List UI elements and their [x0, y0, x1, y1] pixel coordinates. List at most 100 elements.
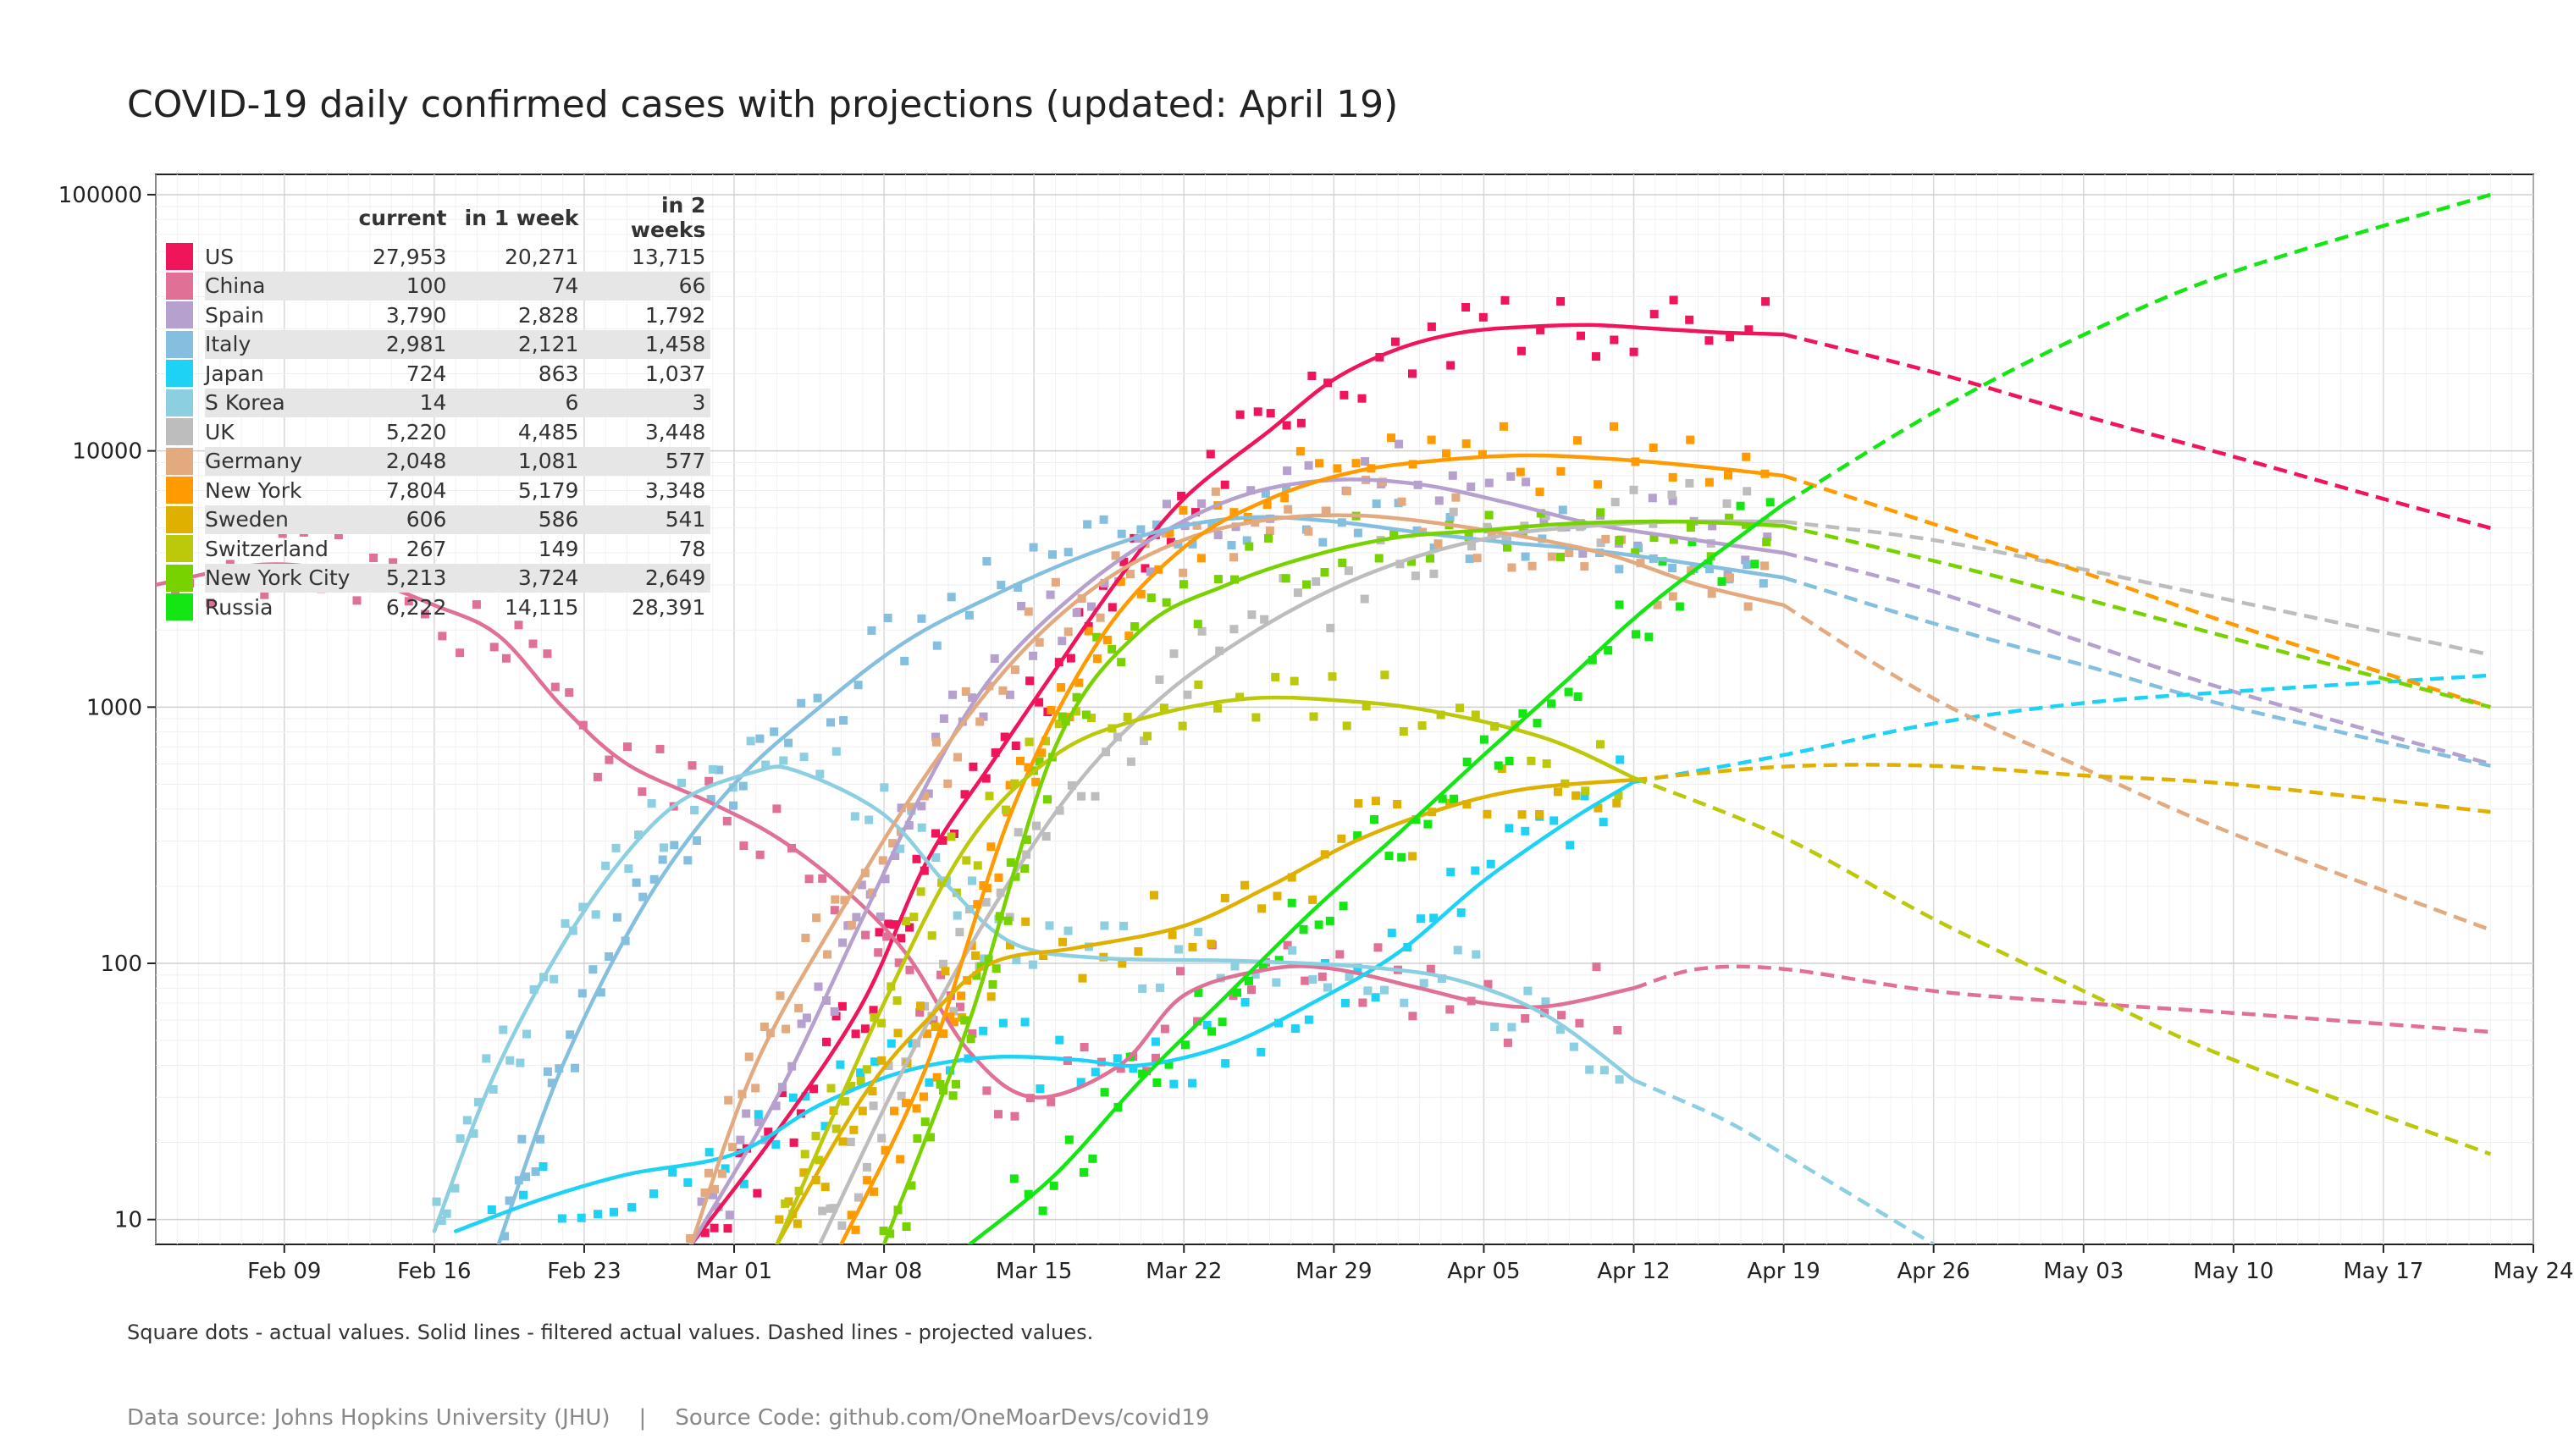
actual-dot — [1265, 526, 1274, 535]
actual-dot — [1736, 501, 1745, 510]
actual-dot — [1151, 1037, 1160, 1046]
actual-dot — [1174, 945, 1184, 954]
actual-dot — [550, 682, 560, 692]
actual-dot — [627, 1203, 637, 1212]
actual-dot — [1302, 580, 1312, 589]
actual-dot — [1380, 670, 1389, 680]
legend-rows: US 27,953 20,271 13,715 China 100 74 66 Spain 3,7… — [166, 242, 711, 622]
legend-swatch-color — [166, 418, 193, 446]
actual-dot — [1207, 520, 1217, 529]
legend-week1: 4,485 — [517, 419, 579, 444]
actual-dot — [1047, 1097, 1056, 1106]
legend-current: 606 — [355, 505, 452, 534]
actual-dot — [879, 1227, 888, 1235]
legend-row: UK 5,220 4,485 3,448 — [166, 417, 710, 447]
actual-dot — [1247, 610, 1257, 620]
actual-dot — [1295, 447, 1305, 456]
actual-dot — [1565, 549, 1574, 558]
actual-dot — [1446, 868, 1455, 877]
actual-dot — [1063, 627, 1073, 637]
actual-dot — [1271, 672, 1280, 681]
actual-dot — [1155, 675, 1164, 684]
actual-dot — [1049, 1181, 1058, 1190]
actual-dot — [1427, 322, 1436, 331]
actual-dot — [1160, 1024, 1169, 1034]
actual-dot — [1257, 1047, 1266, 1056]
legend-current: 7,804 — [385, 477, 447, 503]
actual-dot — [968, 1029, 977, 1038]
actual-dot — [975, 717, 985, 726]
actual-dot — [1136, 589, 1146, 598]
actual-dot — [788, 1093, 798, 1102]
actual-dot — [888, 839, 898, 848]
actual-dot — [997, 581, 1006, 590]
x-tick-label: Apr 26 — [1897, 1259, 1970, 1284]
actual-dot — [578, 902, 588, 912]
actual-dot — [1763, 532, 1772, 542]
actual-dot — [704, 1168, 713, 1177]
actual-dot — [1361, 457, 1370, 466]
actual-dot — [986, 842, 996, 852]
actual-dot — [941, 967, 950, 976]
actual-dot — [1245, 542, 1254, 551]
actual-dot — [1159, 703, 1168, 713]
legend-swatch-color — [166, 243, 193, 271]
actual-dot — [352, 596, 362, 605]
actual-dot — [923, 1029, 931, 1039]
actual-dot — [897, 1091, 906, 1100]
x-tick-label: May 17 — [2343, 1259, 2423, 1284]
actual-dot — [1230, 962, 1240, 971]
actual-dot — [1616, 755, 1625, 764]
actual-dot — [1762, 538, 1771, 547]
actual-dot — [839, 716, 848, 725]
actual-dot — [528, 639, 538, 648]
actual-dot — [1648, 494, 1657, 503]
actual-dot — [1357, 394, 1367, 403]
actual-dot — [624, 864, 633, 874]
legend-swatch — [166, 359, 205, 389]
actual-dot — [915, 1007, 925, 1017]
actual-dot — [926, 1133, 935, 1142]
actual-dot — [1342, 721, 1351, 731]
actual-dot — [690, 806, 699, 814]
actual-dot — [931, 732, 941, 742]
actual-dot — [1192, 521, 1201, 530]
actual-dot — [920, 791, 929, 801]
actual-dot — [938, 836, 947, 845]
actual-dot — [1227, 541, 1236, 549]
actual-dot — [1288, 946, 1297, 955]
actual-dot — [862, 1065, 871, 1074]
actual-dot — [1284, 505, 1293, 514]
legend-name: China — [205, 271, 356, 301]
actual-dot — [927, 931, 936, 940]
filtered-line — [432, 764, 1636, 1233]
actual-dot — [709, 1190, 717, 1200]
actual-dot — [1028, 960, 1037, 969]
legend-swatch-color — [166, 564, 193, 592]
actual-dot — [605, 755, 614, 764]
actual-dot — [764, 1128, 773, 1137]
actual-dot — [986, 992, 996, 1001]
data-source: Data source: Johns Hopkins University (J… — [127, 1405, 610, 1431]
actual-dot — [851, 1225, 860, 1234]
actual-dot — [1247, 985, 1256, 995]
actual-dot — [1362, 702, 1371, 711]
actual-dot — [1176, 967, 1185, 976]
actual-dot — [1585, 1065, 1594, 1074]
projected-line — [1783, 332, 2491, 530]
actual-dot — [913, 1133, 922, 1143]
actual-dot — [1467, 542, 1477, 551]
actual-dot — [1353, 528, 1362, 538]
actual-dot — [1035, 637, 1044, 647]
actual-dot — [1163, 499, 1171, 509]
actual-dot — [1202, 1021, 1212, 1029]
actual-dot — [1483, 522, 1492, 532]
actual-dot — [1726, 333, 1735, 342]
actual-dot — [884, 919, 893, 929]
legend-week2: 28,391 — [631, 594, 706, 620]
actual-dot — [1523, 986, 1533, 995]
legend-row: New York 7,804 5,179 3,348 — [166, 476, 710, 505]
actual-dot — [1242, 536, 1251, 545]
actual-dot — [1547, 552, 1556, 561]
legend-week1: 20,271 — [504, 244, 579, 269]
